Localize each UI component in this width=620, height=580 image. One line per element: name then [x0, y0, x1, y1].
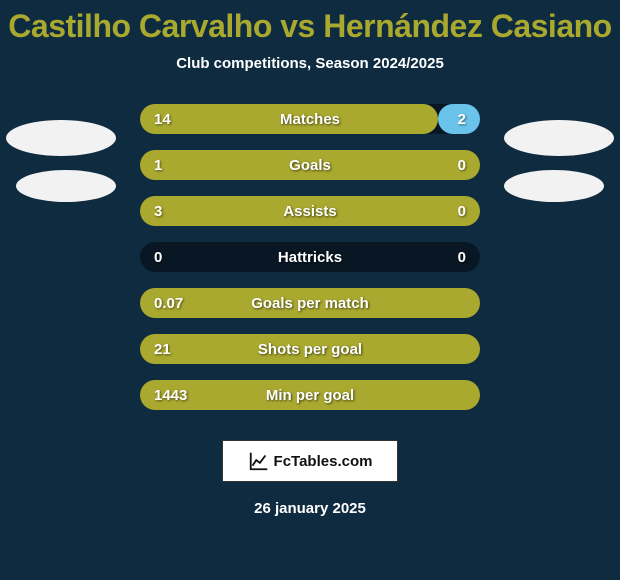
stat-row: 142Matches: [0, 104, 620, 134]
stat-value-left: 0.07: [154, 288, 183, 318]
stat-row: 0.07Goals per match: [0, 288, 620, 318]
stat-row: 1443Min per goal: [0, 380, 620, 410]
stats-area: 142Matches10Goals30Assists00Hattricks0.0…: [0, 104, 620, 426]
stat-value-left: 3: [154, 196, 162, 226]
stat-value-right: 2: [458, 104, 466, 134]
subtitle: Club competitions, Season 2024/2025: [176, 55, 444, 72]
stat-value-right: 0: [458, 150, 466, 180]
stat-row: 30Assists: [0, 196, 620, 226]
bar-left: [140, 104, 438, 134]
bar-left: [140, 288, 480, 318]
bar-left: [140, 380, 480, 410]
stat-value-right: 0: [458, 196, 466, 226]
logo-text: FcTables.com: [274, 453, 373, 470]
stat-value-right: 0: [458, 242, 466, 272]
stat-value-left: 1443: [154, 380, 187, 410]
logo-box: FcTables.com: [222, 440, 398, 482]
stat-row: 21Shots per goal: [0, 334, 620, 364]
stat-value-left: 21: [154, 334, 171, 364]
bar-left: [140, 334, 480, 364]
stat-row: 10Goals: [0, 150, 620, 180]
stat-value-left: 0: [154, 242, 162, 272]
comparison-infographic: Castilho Carvalho vs Hernández Casiano C…: [0, 0, 620, 580]
stat-row: 00Hattricks: [0, 242, 620, 272]
bar-left: [140, 150, 480, 180]
stat-value-left: 14: [154, 104, 171, 134]
chart-icon: [248, 450, 270, 472]
stat-value-left: 1: [154, 150, 162, 180]
page-title: Castilho Carvalho vs Hernández Casiano: [8, 8, 611, 45]
bar-left: [140, 196, 480, 226]
date-text: 26 january 2025: [254, 500, 366, 517]
